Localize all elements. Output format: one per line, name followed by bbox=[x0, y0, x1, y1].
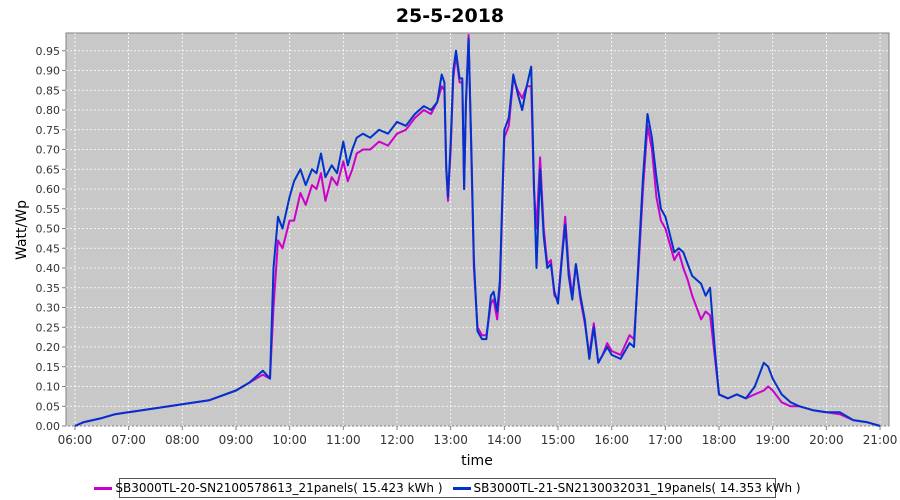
y-tick-label: 0.50 bbox=[36, 223, 61, 236]
x-tick-label: 20:00 bbox=[809, 433, 844, 447]
x-tick-label: 06:00 bbox=[58, 433, 93, 447]
y-axis-label: Watt/Wp bbox=[14, 200, 30, 260]
y-tick-label: 0.20 bbox=[36, 341, 61, 354]
x-tick-label: 13:00 bbox=[433, 433, 468, 447]
y-tick-label: 0.75 bbox=[36, 124, 61, 137]
y-tick-label: 0.30 bbox=[36, 302, 61, 315]
x-tick-label: 11:00 bbox=[326, 433, 361, 447]
y-tick-label: 0.15 bbox=[36, 361, 61, 374]
x-tick-label: 14:00 bbox=[487, 433, 522, 447]
y-tick-label: 0.25 bbox=[36, 321, 61, 334]
legend-item-series-1: SB3000TL-20-SN2100578613_21panels( 15.42… bbox=[94, 481, 443, 495]
y-tick-label: 0.55 bbox=[36, 203, 61, 216]
y-axis: 0.00 0.05 0.10 0.15 0.20 0.25 0.30 0.35 0.40 0.45… bbox=[36, 45, 66, 433]
series-line-2 bbox=[74, 37, 881, 427]
x-tick-label: 18:00 bbox=[702, 433, 737, 447]
x-tick-label: 12:00 bbox=[380, 433, 415, 447]
x-tick-label: 19:00 bbox=[755, 433, 790, 447]
legend-label-series-1: SB3000TL-20-SN2100578613_21panels( 15.42… bbox=[115, 481, 443, 495]
x-axis-label: time bbox=[461, 453, 493, 469]
series-layer bbox=[74, 34, 881, 427]
x-tick-label: 17:00 bbox=[648, 433, 683, 447]
y-tick-label: 0.60 bbox=[36, 183, 61, 196]
legend: SB3000TL-20-SN2100578613_21panels( 15.42… bbox=[94, 478, 801, 498]
grid-lines bbox=[66, 33, 889, 427]
x-tick-label: 10:00 bbox=[272, 433, 307, 447]
legend-label-series-2: SB3000TL-21-SN2130032031_19panels( 14.35… bbox=[473, 481, 801, 495]
x-tick-label: 08:00 bbox=[165, 433, 200, 447]
y-tick-label: 0.95 bbox=[36, 45, 61, 58]
y-tick-label: 0.35 bbox=[36, 282, 61, 295]
legend-item-series-2: SB3000TL-21-SN2130032031_19panels( 14.35… bbox=[452, 481, 801, 495]
plot-area bbox=[65, 32, 890, 427]
x-axis: 06:00 07:00 08:00 09:00 10:00 11:00 12:00 13:00… bbox=[58, 426, 898, 447]
y-tick-label: 0.45 bbox=[36, 242, 61, 255]
x-tick-label: 16:00 bbox=[594, 433, 629, 447]
chart-title: 25-5-2018 bbox=[396, 5, 504, 27]
y-tick-label: 0.40 bbox=[36, 262, 61, 275]
x-tick-label: 15:00 bbox=[541, 433, 576, 447]
legend-swatch-series-2 bbox=[452, 486, 471, 490]
y-tick-label: 0.10 bbox=[36, 381, 61, 394]
y-tick-label: 0.65 bbox=[36, 163, 61, 176]
x-tick-label: 07:00 bbox=[111, 433, 146, 447]
legend-swatch-series-1 bbox=[94, 486, 113, 490]
y-tick-label: 0.00 bbox=[36, 420, 61, 433]
x-tick-label: 21:00 bbox=[863, 433, 898, 447]
y-tick-label: 0.90 bbox=[36, 65, 61, 78]
y-tick-label: 0.05 bbox=[36, 400, 61, 413]
y-tick-label: 0.85 bbox=[36, 84, 61, 97]
y-tick-label: 0.80 bbox=[36, 104, 61, 117]
y-tick-label: 0.70 bbox=[36, 144, 61, 157]
x-tick-label: 09:00 bbox=[219, 433, 254, 447]
